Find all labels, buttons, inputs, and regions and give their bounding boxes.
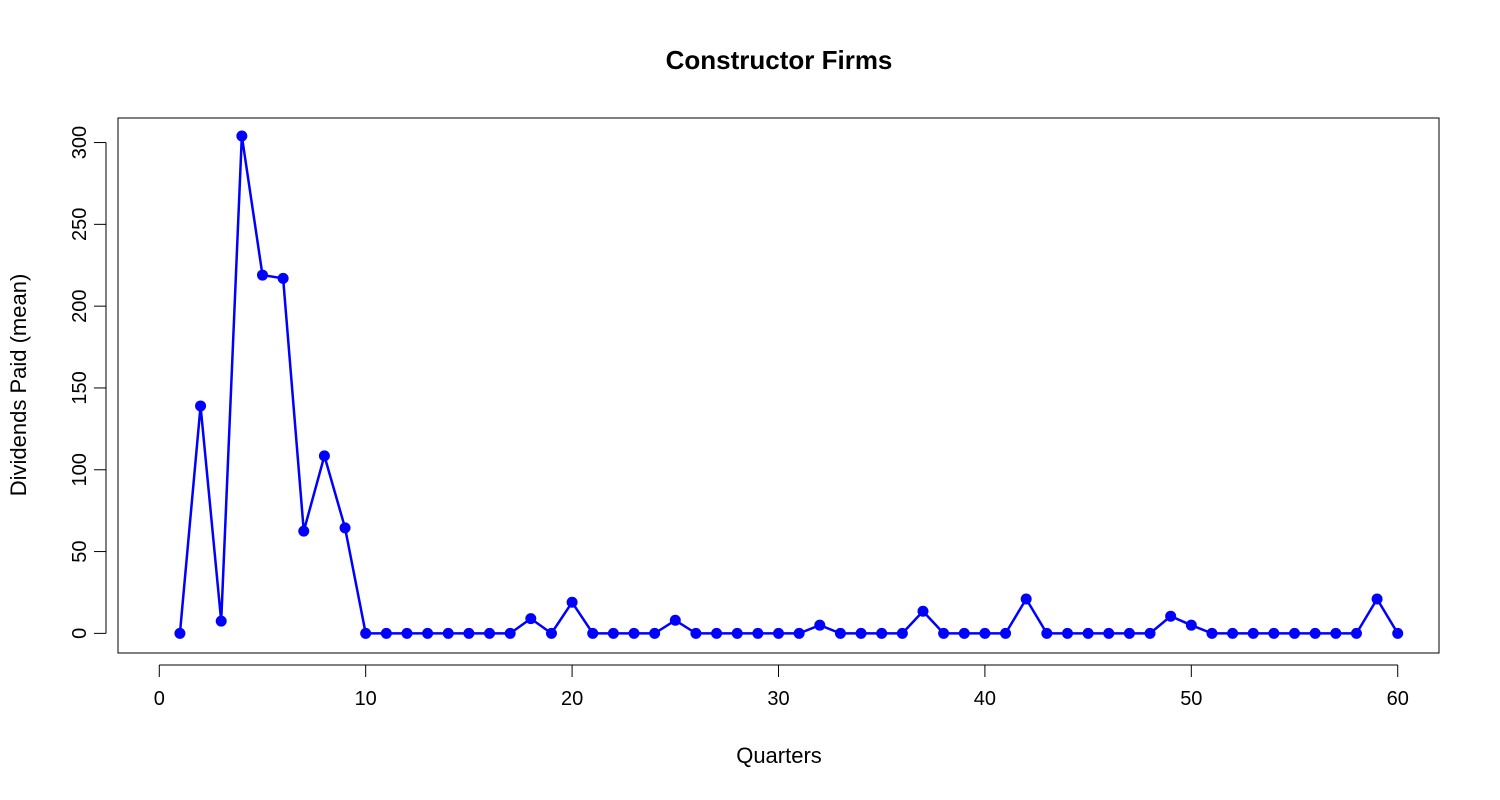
x-tick-label: 10: [355, 688, 377, 710]
data-point: [1185, 619, 1197, 631]
data-point: [752, 627, 764, 639]
y-tick-label: 250: [69, 208, 91, 241]
data-point: [1371, 593, 1383, 605]
x-axis-label: Quarters: [736, 743, 822, 768]
data-point: [587, 627, 599, 639]
data-point: [1144, 627, 1156, 639]
data-point: [360, 627, 372, 639]
data-point: [256, 269, 268, 281]
data-point: [938, 627, 950, 639]
data-point: [174, 627, 186, 639]
data-point: [958, 627, 970, 639]
y-tick-label: 100: [69, 453, 91, 486]
data-point: [649, 627, 661, 639]
data-point: [731, 627, 743, 639]
data-point: [1082, 627, 1094, 639]
data-point: [917, 605, 929, 617]
data-point: [814, 619, 826, 631]
data-point: [1206, 627, 1218, 639]
y-tick-label: 300: [69, 126, 91, 159]
data-point: [1061, 627, 1073, 639]
data-point: [690, 627, 702, 639]
y-tick-label: 0: [69, 628, 91, 639]
data-point: [979, 627, 991, 639]
data-point: [545, 627, 557, 639]
data-point: [834, 627, 846, 639]
x-tick-label: 0: [154, 688, 165, 710]
data-point: [442, 627, 454, 639]
data-point: [1165, 610, 1177, 622]
data-point: [1350, 627, 1362, 639]
series-layer: [174, 130, 1404, 639]
data-point: [773, 627, 784, 639]
data-point: [1103, 627, 1115, 639]
chart-title: Constructor Firms: [666, 45, 893, 75]
data-point: [236, 130, 248, 142]
y-axis-label: Dividends Paid (mean): [6, 274, 31, 497]
data-point: [855, 627, 867, 639]
data-point: [1309, 627, 1321, 639]
data-point: [566, 596, 578, 608]
data-point: [504, 627, 516, 639]
data-point: [298, 525, 310, 537]
data-point: [896, 627, 908, 639]
data-point: [1268, 627, 1280, 639]
data-point: [339, 522, 351, 534]
series-line: [178, 134, 1399, 635]
y-tick-label: 50: [69, 540, 91, 562]
data-point: [876, 627, 888, 639]
data-point: [484, 627, 496, 639]
data-point: [1289, 627, 1301, 639]
x-tick-label: 60: [1387, 688, 1409, 710]
x-axis: 0 10 20 30 40 50 60: [154, 664, 1409, 710]
data-point: [1041, 627, 1053, 639]
data-point: [628, 627, 640, 639]
data-point: [401, 627, 413, 639]
y-tick-label: 150: [69, 371, 91, 404]
data-point: [463, 627, 475, 639]
data-point: [1392, 627, 1404, 639]
data-point: [1020, 593, 1032, 605]
data-point: [422, 627, 434, 639]
x-tick-label: 20: [561, 688, 583, 710]
data-point: [215, 615, 227, 627]
data-point: [1123, 627, 1135, 639]
x-tick-label: 50: [1180, 688, 1202, 710]
x-tick-label: 40: [974, 688, 996, 710]
plot-frame: [117, 117, 1440, 654]
y-tick-label: 200: [69, 289, 91, 322]
data-point: [380, 627, 392, 639]
data-point: [1227, 627, 1239, 639]
data-point: [1247, 627, 1259, 639]
data-point: [525, 613, 537, 625]
data-point: [607, 627, 619, 639]
data-point: [277, 272, 289, 284]
data-point: [711, 627, 723, 639]
data-point: [793, 627, 805, 639]
x-tick-label: 30: [767, 688, 789, 710]
data-point: [1000, 627, 1012, 639]
data-point: [195, 400, 207, 412]
data-point: [1330, 627, 1342, 639]
data-point: [318, 450, 330, 462]
data-point: [669, 614, 681, 626]
y-axis: 0 50 100 150 200 250 300: [69, 126, 107, 639]
